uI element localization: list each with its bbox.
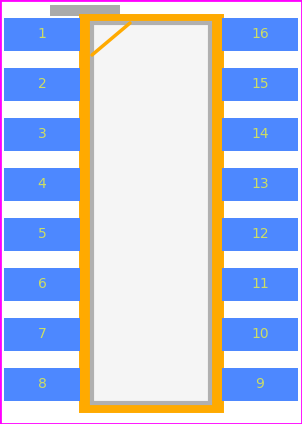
Text: 5: 5 [38, 228, 47, 242]
Text: 2: 2 [38, 78, 47, 92]
Text: 8: 8 [37, 377, 47, 391]
Text: 16: 16 [251, 28, 269, 42]
Bar [222, 68, 298, 101]
Bar [4, 268, 80, 301]
Bar [4, 168, 80, 201]
Bar [222, 268, 298, 301]
Bar [4, 18, 80, 51]
Bar [4, 68, 80, 101]
Text: 11: 11 [251, 277, 269, 292]
Bar [4, 118, 80, 151]
Bar [222, 168, 298, 201]
Text: 7: 7 [38, 327, 47, 341]
Text: 13: 13 [251, 178, 269, 192]
Text: 10: 10 [251, 327, 269, 341]
Bar [82, 17, 220, 409]
Bar [222, 18, 298, 51]
Text: 1: 1 [37, 28, 47, 42]
Text: 12: 12 [251, 228, 269, 242]
Bar [4, 318, 80, 351]
Text: 6: 6 [37, 277, 47, 292]
Bar [92, 23, 210, 403]
Bar [222, 318, 298, 351]
Text: 4: 4 [38, 178, 47, 192]
Bar [222, 218, 298, 251]
Bar [222, 118, 298, 151]
Bar [4, 368, 80, 401]
Bar [222, 368, 298, 401]
Bar [50, 5, 120, 16]
Text: 15: 15 [251, 78, 269, 92]
Bar [4, 218, 80, 251]
Text: 3: 3 [38, 128, 47, 142]
Text: 9: 9 [255, 377, 265, 391]
Text: 14: 14 [251, 128, 269, 142]
